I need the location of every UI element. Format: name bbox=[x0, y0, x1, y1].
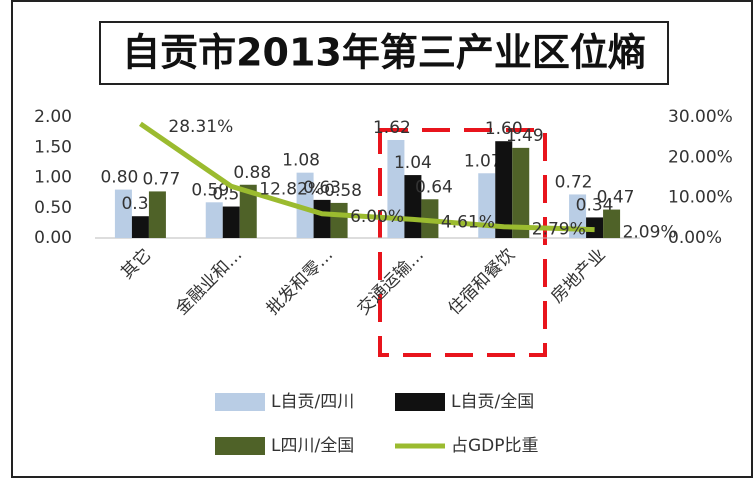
title-box bbox=[99, 21, 669, 85]
legend-swatch bbox=[215, 437, 265, 455]
bar bbox=[296, 172, 314, 238]
bar bbox=[404, 175, 422, 238]
bar bbox=[512, 147, 530, 238]
bar-value-label: 0.63 bbox=[303, 178, 341, 198]
bar bbox=[330, 202, 348, 238]
bar-value-label: 0.72 bbox=[555, 172, 593, 192]
legend-label: L自贡/四川 bbox=[271, 392, 354, 412]
bar-value-label: 1.08 bbox=[282, 151, 320, 171]
bar bbox=[222, 206, 240, 238]
bar bbox=[205, 202, 223, 238]
bar-value-label: 1.07 bbox=[464, 151, 502, 171]
bar-value-label: 0.59 bbox=[191, 180, 229, 200]
legend-label: L自贡/全国 bbox=[451, 392, 534, 412]
line-value-label: 2.79% bbox=[532, 220, 586, 240]
bar bbox=[603, 209, 621, 238]
line-value-label: 12.82% bbox=[259, 179, 324, 199]
legend-swatch bbox=[215, 393, 265, 411]
bar bbox=[387, 139, 405, 238]
line-value-label: 6.00% bbox=[350, 207, 404, 227]
y2-tick-label: 0.00% bbox=[668, 228, 722, 248]
bar-value-label: 1.04 bbox=[394, 153, 432, 173]
bar-value-label: 0.88 bbox=[233, 163, 271, 183]
bar bbox=[239, 184, 257, 238]
bar bbox=[495, 141, 513, 238]
line-value-label: 4.61% bbox=[441, 212, 495, 232]
bar-value-label: 1.60 bbox=[485, 119, 523, 139]
bar-value-label: 0.58 bbox=[324, 181, 362, 201]
y-tick-label: 0.00 bbox=[34, 228, 72, 248]
y2-tick-label: 10.00% bbox=[668, 188, 733, 208]
y2-tick-label: 30.00% bbox=[668, 107, 733, 127]
y-tick-label: 0.50 bbox=[34, 198, 72, 218]
y2-tick-label: 20.00% bbox=[668, 147, 733, 167]
legend-swatch bbox=[395, 393, 445, 411]
y-tick-label: 2.00 bbox=[34, 107, 72, 127]
bar-value-label: 1.62 bbox=[373, 118, 411, 138]
chart-title: 自贡市2013年第三产业区位熵 bbox=[122, 31, 646, 75]
legend-label: L四川/全国 bbox=[271, 436, 354, 456]
line-value-label: 2.09% bbox=[623, 223, 677, 243]
bar bbox=[313, 199, 331, 238]
bar bbox=[114, 189, 132, 238]
line-series bbox=[138, 121, 595, 233]
bar-value-label: 0.80 bbox=[100, 168, 138, 188]
bar bbox=[131, 216, 149, 238]
highlight-box bbox=[378, 128, 547, 357]
line-value-label: 28.31% bbox=[168, 117, 233, 137]
y-tick-label: 1.00 bbox=[34, 168, 72, 188]
bar-value-label: 0.47 bbox=[597, 188, 635, 208]
y-tick-label: 1.50 bbox=[34, 137, 72, 157]
legend-label: 占GDP比重 bbox=[451, 436, 539, 456]
bar bbox=[478, 173, 496, 238]
bar-value-label: 0.77 bbox=[142, 169, 180, 189]
bar-value-label: 1.49 bbox=[506, 126, 544, 146]
bar-value-label: 0.64 bbox=[415, 177, 453, 197]
bar bbox=[148, 191, 166, 238]
